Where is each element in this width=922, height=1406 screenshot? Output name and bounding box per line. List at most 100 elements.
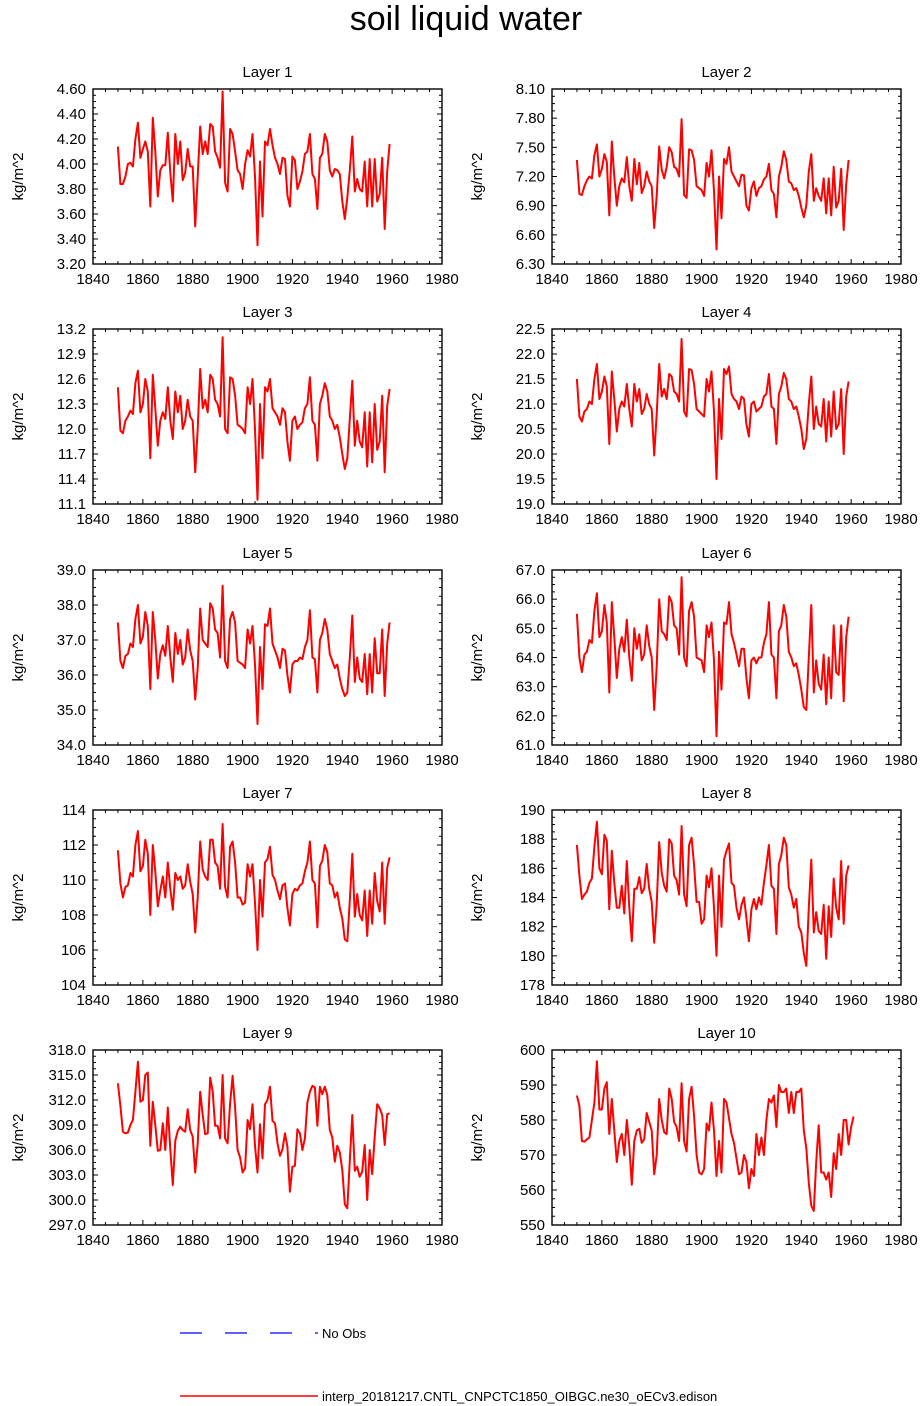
y-tick-label: 108: [61, 907, 86, 924]
y-tick-label: 112: [62, 837, 86, 854]
y-tick-label: 67.0: [516, 562, 545, 579]
y-tick-label: 39.0: [57, 562, 86, 579]
panel-title: Layer 9: [242, 1025, 292, 1042]
y-axis-label: kg/m^2: [10, 634, 27, 682]
x-tick-label: 1840: [76, 992, 109, 1009]
series-line: [575, 576, 850, 738]
y-tick-label: 190: [520, 802, 545, 819]
y-tick-label: 22.5: [516, 321, 545, 338]
y-axis-label: kg/m^2: [10, 393, 27, 441]
y-tick-label: 318.0: [48, 1042, 86, 1059]
y-tick-label: 104: [61, 977, 86, 994]
x-tick-label: 1860: [585, 752, 618, 769]
y-axis-label: kg/m^2: [469, 634, 486, 682]
x-tick-label: 1880: [635, 992, 668, 1009]
y-tick-label: 20.5: [516, 421, 545, 438]
x-tick-label: 1960: [375, 511, 408, 528]
x-tick-label: 1960: [834, 1232, 867, 1249]
x-tick-label: 1940: [785, 992, 818, 1009]
x-tick-label: 1900: [226, 511, 259, 528]
y-tick-label: 6.90: [516, 198, 545, 215]
y-tick-label: 580: [520, 1112, 545, 1129]
plot-frame: [92, 328, 443, 505]
x-tick-label: 1860: [126, 992, 159, 1009]
y-tick-label: 7.50: [516, 139, 545, 156]
x-tick-label: 1860: [126, 752, 159, 769]
x-tick-label: 1980: [884, 752, 917, 769]
x-tick-label: 1920: [276, 1232, 309, 1249]
series-line: [575, 338, 850, 480]
y-tick-label: 66.0: [516, 591, 545, 608]
x-tick-label: 1900: [226, 752, 259, 769]
x-tick-label: 1880: [176, 1232, 209, 1249]
series-line: [116, 336, 391, 501]
plot-frame: [92, 88, 443, 265]
x-tick-label: 1900: [685, 1232, 718, 1249]
y-tick-label: 4.00: [57, 156, 86, 173]
chart-panel-7: Layer 7 kg/m^2 1840 1860 1880 1900 1920 1940 196…: [10, 785, 459, 1009]
plot-frame: [92, 1049, 443, 1226]
panel-title: Layer 10: [697, 1025, 755, 1042]
x-tick-label: 1980: [884, 992, 917, 1009]
x-tick-label: 1900: [226, 992, 259, 1009]
y-axis-label: kg/m^2: [469, 874, 486, 922]
x-tick-label: 1940: [326, 752, 359, 769]
x-tick-label: 1880: [635, 271, 668, 288]
x-tick-label: 1920: [276, 992, 309, 1009]
y-axis-label: kg/m^2: [469, 1114, 486, 1162]
x-tick-label: 1840: [76, 511, 109, 528]
chart-panel-2: Layer 2 kg/m^2 1840 1860 1880 1900 1920 1940 196…: [469, 64, 918, 288]
legend-label-model: interp_20181217.CNTL_CNPCTC1850_OIBGC.ne…: [322, 1389, 717, 1404]
plot-frame: [551, 569, 902, 746]
panel-title: Layer 2: [701, 64, 751, 81]
x-tick-label: 1900: [685, 992, 718, 1009]
x-tick-label: 1980: [884, 511, 917, 528]
y-tick-label: 63.0: [516, 679, 545, 696]
x-tick-label: 1920: [735, 992, 768, 1009]
y-tick-label: 19.5: [516, 471, 545, 488]
x-tick-label: 1940: [785, 271, 818, 288]
y-tick-label: 178: [520, 977, 545, 994]
y-tick-label: 106: [61, 942, 86, 959]
y-tick-label: 37.0: [57, 632, 86, 649]
y-tick-label: 8.10: [516, 81, 545, 98]
x-tick-label: 1980: [425, 1232, 458, 1249]
x-tick-label: 1880: [176, 511, 209, 528]
y-tick-label: 7.80: [516, 110, 545, 127]
x-tick-label: 1900: [685, 271, 718, 288]
x-tick-label: 1840: [535, 992, 568, 1009]
chart-panel-8: Layer 8 kg/m^2 1840 1860 1880 1900 1920 1940 196…: [469, 785, 918, 1009]
y-tick-label: 303.0: [48, 1167, 86, 1184]
x-tick-label: 1920: [735, 271, 768, 288]
y-tick-label: 4.40: [57, 106, 86, 123]
x-tick-label: 1940: [326, 992, 359, 1009]
chart-panel-10: Layer 10 kg/m^2 1840 1860 1880 1900 1920 1940 19…: [469, 1025, 918, 1249]
x-tick-label: 1840: [535, 511, 568, 528]
y-tick-label: 12.0: [57, 421, 86, 438]
y-tick-label: 309.0: [48, 1117, 86, 1134]
y-tick-label: 188: [520, 831, 545, 848]
y-tick-label: 34.0: [57, 737, 86, 754]
y-axis-label: kg/m^2: [469, 153, 486, 201]
y-tick-label: 13.2: [57, 321, 86, 338]
y-tick-label: 182: [520, 919, 545, 936]
x-tick-label: 1900: [685, 752, 718, 769]
x-tick-label: 1880: [176, 752, 209, 769]
x-tick-label: 1920: [735, 752, 768, 769]
panel-title: Layer 1: [242, 64, 292, 81]
y-tick-label: 300.0: [48, 1192, 86, 1209]
chart-panels: Layer 1 kg/m^2 1840 1860 1880 1900 1920 1940 196…: [10, 64, 918, 1249]
y-tick-label: 19.0: [516, 496, 545, 513]
y-tick-label: 3.60: [57, 206, 86, 223]
y-tick-label: 11.7: [58, 446, 86, 463]
panel-title: Layer 4: [701, 304, 751, 321]
x-tick-label: 1860: [126, 511, 159, 528]
chart-panel-4: Layer 4 kg/m^2 1840 1860 1880 1900 1920 1940 196…: [469, 304, 918, 528]
legend-label-no-obs: No Obs: [322, 1326, 367, 1341]
x-tick-label: 1960: [834, 992, 867, 1009]
chart-panel-1: Layer 1 kg/m^2 1840 1860 1880 1900 1920 1940 196…: [10, 64, 459, 288]
x-tick-label: 1980: [425, 271, 458, 288]
y-tick-label: 12.3: [57, 396, 86, 413]
x-tick-label: 1960: [375, 1232, 408, 1249]
series-line: [575, 118, 850, 251]
